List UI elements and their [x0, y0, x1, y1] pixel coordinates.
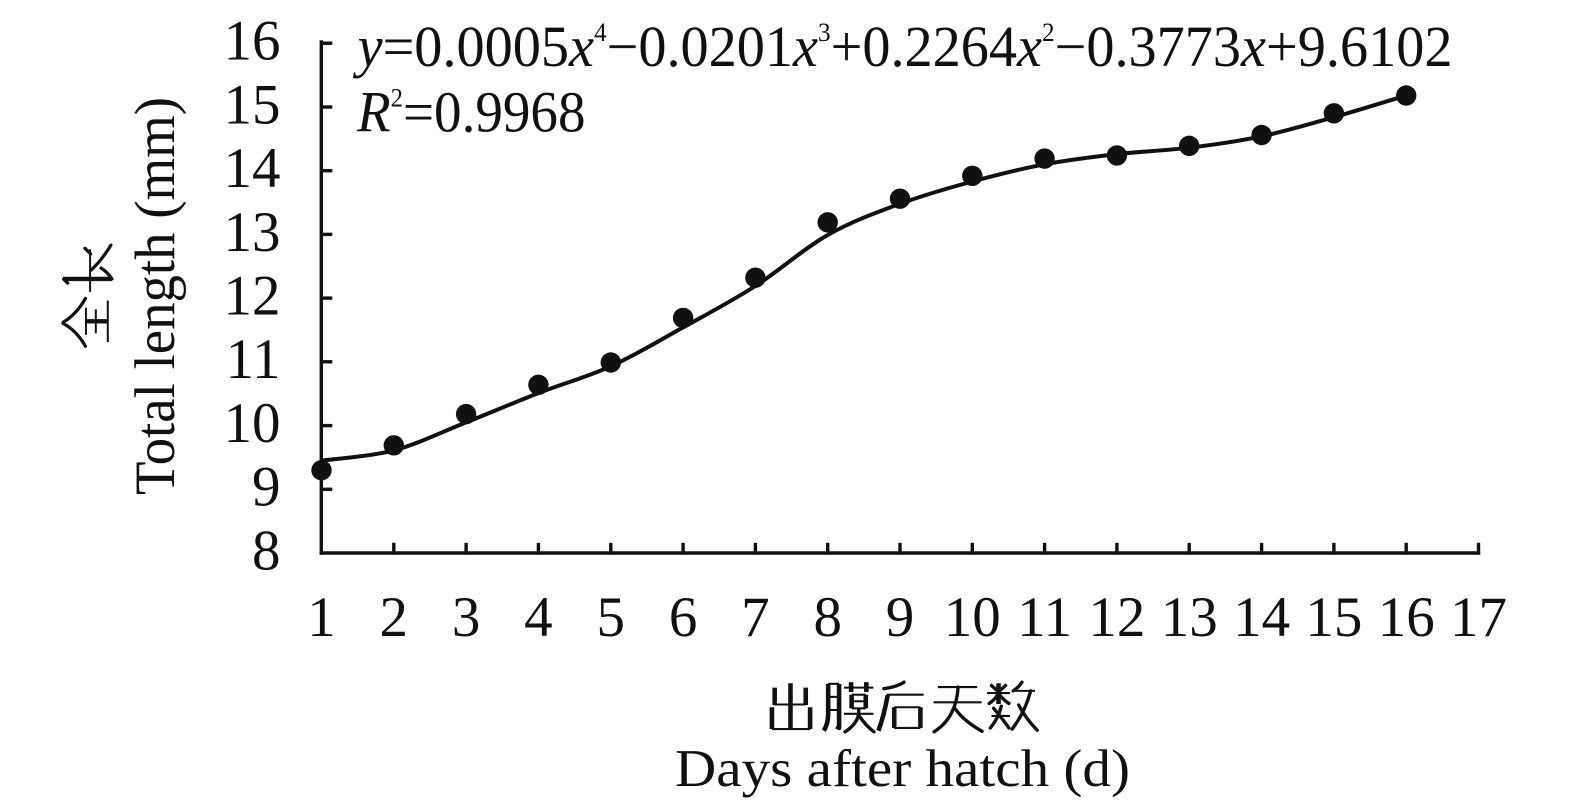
- svg-text:5: 5: [597, 586, 626, 649]
- svg-text:12: 12: [1088, 586, 1145, 649]
- svg-text:7: 7: [741, 586, 770, 649]
- svg-text:14: 14: [224, 137, 281, 200]
- svg-text:8: 8: [813, 586, 842, 649]
- svg-text:13: 13: [224, 201, 281, 264]
- svg-text:15: 15: [224, 73, 281, 136]
- svg-text:10: 10: [224, 392, 281, 455]
- svg-text:2: 2: [380, 586, 409, 649]
- svg-text:11: 11: [226, 328, 281, 391]
- svg-text:8: 8: [252, 519, 281, 582]
- svg-text:14: 14: [1233, 586, 1290, 649]
- svg-text:10: 10: [944, 586, 1001, 649]
- svg-text:11: 11: [1017, 586, 1072, 649]
- svg-text:4: 4: [524, 586, 553, 649]
- svg-text:15: 15: [1305, 586, 1362, 649]
- svg-text:y=0.0005x4−0.0201x3+0.2264x2−0: y=0.0005x4−0.0201x3+0.2264x2−0.3773x+9.6…: [353, 15, 1453, 79]
- svg-text:12: 12: [224, 265, 281, 328]
- svg-text:9: 9: [252, 456, 281, 519]
- svg-text:17: 17: [1450, 586, 1507, 649]
- svg-text:3: 3: [452, 586, 481, 649]
- svg-text:16: 16: [224, 10, 281, 73]
- svg-text:9: 9: [886, 586, 915, 649]
- svg-text:1: 1: [307, 586, 336, 649]
- svg-text:16: 16: [1378, 586, 1435, 649]
- svg-text:R2=0.9968: R2=0.9968: [356, 81, 585, 145]
- svg-text:6: 6: [669, 586, 698, 649]
- svg-text:13: 13: [1161, 586, 1218, 649]
- svg-text:Total length (mm): Total length (mm): [124, 97, 187, 495]
- svg-text:Days after hatch (d): Days after hatch (d): [675, 740, 1130, 798]
